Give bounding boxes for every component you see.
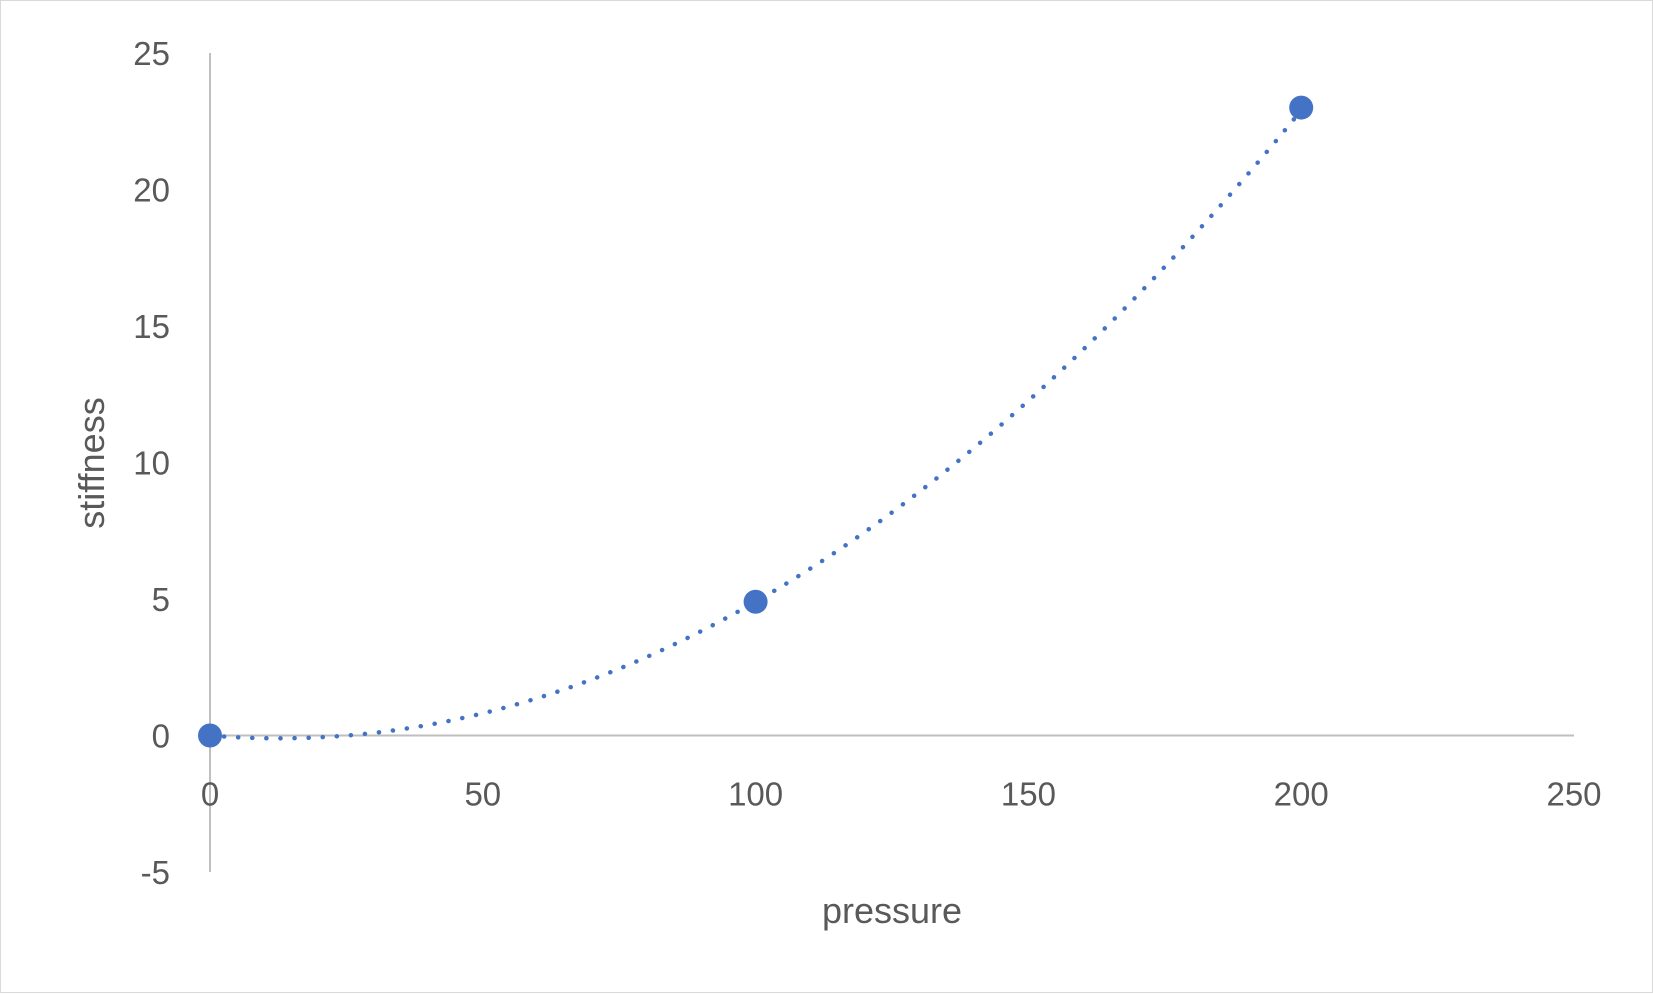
x-tick-label: 150 [1001, 776, 1056, 813]
x-tick-label: 0 [201, 776, 219, 813]
x-axis-tick-labels: 0 50 100 150 200 250 [201, 776, 1602, 813]
x-tick-label: 200 [1274, 776, 1329, 813]
y-tick-label: 25 [133, 35, 170, 72]
y-axis-tick-labels: 25 20 15 10 5 0 -5 [133, 35, 170, 891]
trendline [207, 108, 1304, 741]
x-tick-label: 50 [464, 776, 501, 813]
x-axis-title: pressure [822, 890, 962, 931]
y-axis-title: stiffness [71, 397, 112, 528]
x-tick-label: 100 [728, 776, 783, 813]
y-tick-label: 10 [133, 445, 170, 482]
data-point [198, 723, 222, 748]
axes [209, 53, 1574, 872]
trendline-group [207, 108, 1304, 741]
y-tick-label: 5 [152, 581, 170, 618]
x-tick-label: 250 [1546, 776, 1601, 813]
y-tick-label: 20 [133, 172, 170, 209]
data-point [1289, 95, 1314, 120]
data-point [743, 589, 768, 614]
y-tick-label: -5 [141, 854, 170, 891]
y-tick-label: 15 [133, 308, 170, 345]
data-points [198, 95, 1314, 748]
y-tick-label: 0 [152, 718, 170, 755]
